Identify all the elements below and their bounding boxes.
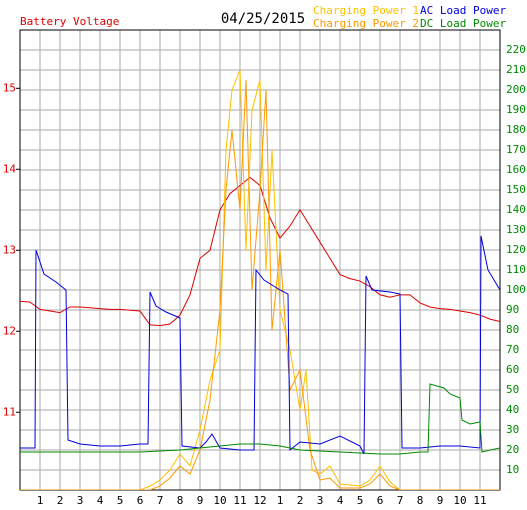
y2-tick-label: 80 — [506, 323, 519, 336]
y2-tick-label: 220 — [506, 43, 526, 56]
y2-tick-label: 90 — [506, 303, 519, 316]
x-tick-label: 6 — [377, 494, 384, 507]
x-tick-label: 2 — [297, 494, 304, 507]
x-tick-label: 5 — [117, 494, 124, 507]
y-tick-label: 11 — [3, 405, 16, 418]
legend-label: DC Load Power — [420, 17, 506, 30]
x-tick-label: 4 — [337, 494, 344, 507]
plot-border — [19, 29, 501, 491]
y2-tick-label: 40 — [506, 403, 519, 416]
series-line — [20, 383, 500, 455]
x-tick-label: 1 — [277, 494, 284, 507]
y-tick-label: 14 — [3, 162, 17, 175]
x-tick-label: 5 — [357, 494, 364, 507]
legend-label: Battery Voltage — [20, 15, 119, 28]
y2-tick-label: 120 — [506, 243, 526, 256]
x-tick-label: 8 — [417, 494, 424, 507]
legend-label: Charging Power 1 — [313, 4, 419, 17]
series-line — [20, 69, 500, 490]
legend-label: AC Load Power — [420, 4, 506, 17]
y2-tick-label: 180 — [506, 123, 526, 136]
y2-tick-label: 190 — [506, 103, 526, 116]
y2-tick-label: 60 — [506, 363, 519, 376]
series-line — [20, 79, 500, 490]
y2-tick-label: 100 — [506, 283, 526, 296]
y-tick-label: 13 — [3, 243, 16, 256]
x-tick-label: 9 — [197, 494, 204, 507]
x-tick-label: 11 — [233, 494, 246, 507]
y-tick-label: 12 — [3, 324, 16, 337]
x-tick-label: 6 — [137, 494, 144, 507]
y2-tick-label: 20 — [506, 443, 519, 456]
y2-tick-label: 70 — [506, 343, 519, 356]
y2-tick-label: 110 — [506, 263, 526, 276]
series-line — [20, 235, 500, 455]
x-tick-label: 3 — [317, 494, 324, 507]
y2-tick-label: 130 — [506, 223, 526, 236]
x-tick-label: 4 — [97, 494, 104, 507]
y2-tick-label: 50 — [506, 383, 519, 396]
y-tick-label: 15 — [3, 81, 16, 94]
x-tick-label: 3 — [77, 494, 84, 507]
x-tick-label: 7 — [157, 494, 164, 507]
chart-title: 04/25/2015 — [221, 11, 305, 27]
x-tick-label: 8 — [177, 494, 184, 507]
y2-tick-label: 200 — [506, 83, 526, 96]
x-tick-label: 11 — [473, 494, 486, 507]
x-tick-label: 1 — [37, 494, 44, 507]
x-tick-label: 9 — [437, 494, 444, 507]
y2-tick-label: 210 — [506, 63, 526, 76]
x-tick-label: 2 — [57, 494, 64, 507]
y2-tick-label: 150 — [506, 183, 526, 196]
y2-tick-label: 10 — [506, 463, 519, 476]
y2-tick-label: 170 — [506, 143, 526, 156]
x-tick-label: 7 — [397, 494, 404, 507]
y2-tick-label: 160 — [506, 163, 526, 176]
x-tick-label: 12 — [253, 494, 266, 507]
y2-tick-label: 140 — [506, 203, 526, 216]
y2-tick-label: 30 — [506, 423, 519, 436]
x-tick-label: 10 — [453, 494, 466, 507]
legend-label: Charging Power 2 — [313, 17, 419, 30]
x-tick-label: 10 — [213, 494, 226, 507]
